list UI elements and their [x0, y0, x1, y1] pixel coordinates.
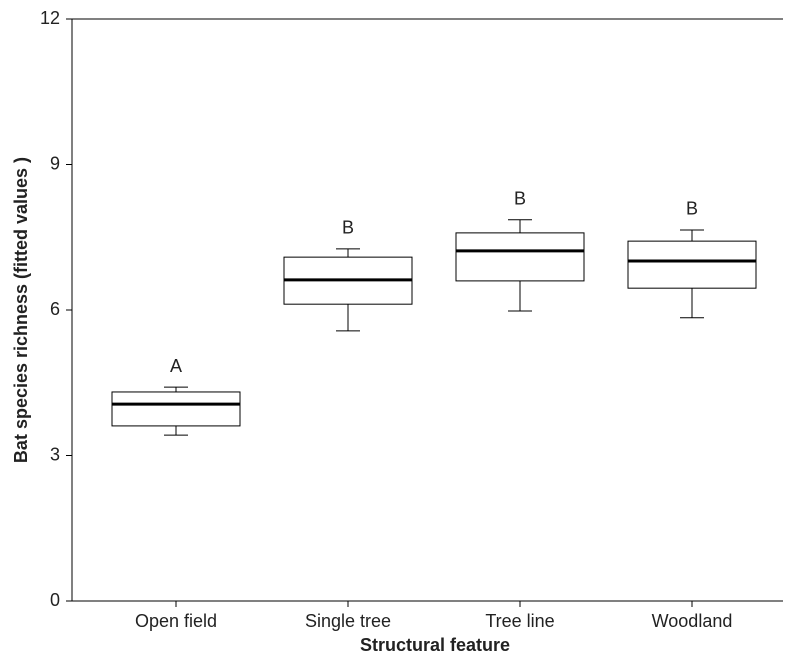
y-tick-label: 9 [50, 153, 60, 173]
box [455, 232, 585, 282]
x-tick-label: Open field [135, 611, 217, 631]
group-label: B [686, 199, 698, 219]
y-tick-label: 0 [50, 590, 60, 610]
box [627, 240, 757, 289]
y-axis-title: Bat species richness (fitted values ) [11, 157, 31, 463]
group-label: B [342, 218, 354, 238]
x-axis-title: Structural feature [360, 635, 510, 655]
y-tick-label: 12 [40, 8, 60, 28]
x-tick-label: Tree line [485, 611, 554, 631]
group-label: A [170, 356, 182, 376]
y-tick-label: 6 [50, 299, 60, 319]
box [111, 391, 241, 427]
x-tick-label: Single tree [305, 611, 391, 631]
group-label: B [514, 189, 526, 209]
x-tick-label: Woodland [652, 611, 733, 631]
y-tick-label: 3 [50, 444, 60, 464]
